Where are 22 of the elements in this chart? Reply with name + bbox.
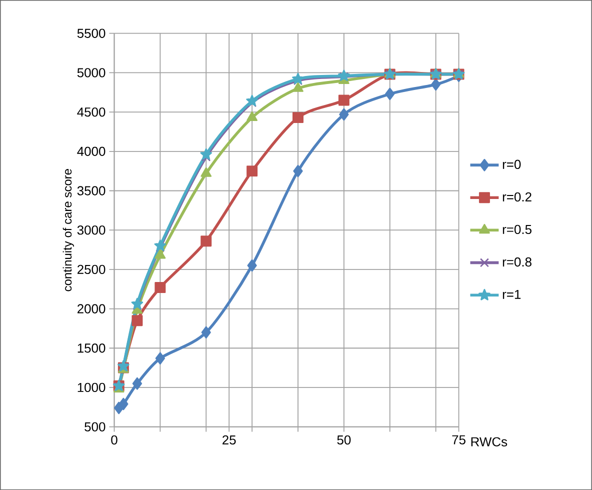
x-axis-title: RWCs: [471, 437, 508, 446]
y-axis-title: continuity of care score: [62, 168, 74, 292]
y-tick-label: 500: [84, 422, 106, 432]
x-tick-label: 75: [452, 435, 466, 444]
y-tick-label: 5500: [77, 28, 106, 38]
y-tick-label: 2500: [78, 264, 106, 274]
legend-label: r=0: [502, 160, 521, 169]
y-tick-label: 4000: [77, 146, 106, 156]
y-tick-label: 3000: [77, 225, 106, 235]
legend-label: r=1: [502, 290, 521, 299]
y-tick-label: 2000: [78, 304, 106, 314]
legend-label: r=0.5: [502, 224, 532, 234]
y-tick-label: 1000: [78, 382, 106, 392]
y-tick-label: 3500: [77, 186, 106, 196]
y-tick-label: 4500: [77, 107, 106, 117]
x-tick-label: 50: [337, 435, 351, 444]
x-tick-label: 25: [222, 435, 236, 444]
y-tick-label: 1500: [78, 343, 106, 353]
y-tick-label: 5000: [77, 68, 106, 78]
x-tick-label: 0: [111, 435, 118, 444]
legend-label: r=0.2: [502, 192, 532, 202]
legend-label: r=0.8: [502, 257, 532, 267]
